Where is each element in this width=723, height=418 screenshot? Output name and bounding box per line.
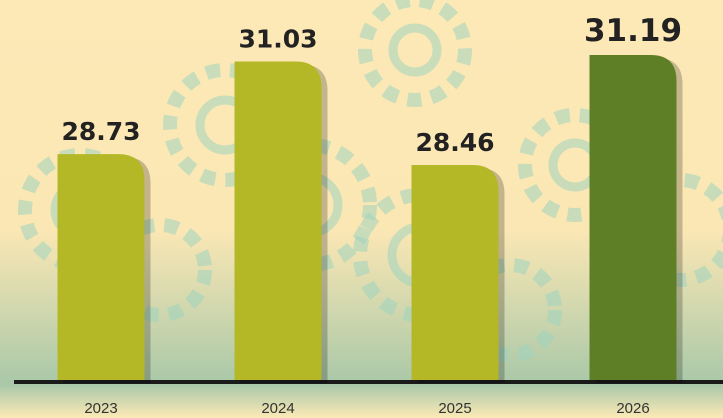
x-tick-label: 2023 xyxy=(84,400,117,417)
value-label: 31.03 xyxy=(238,24,317,53)
value-label: 31.19 xyxy=(584,13,682,49)
x-tick-label: 2024 xyxy=(261,400,294,417)
chart: 28.73 2023 31.03 2024 28.46 2025 31.19 2026 xyxy=(0,0,723,418)
value-label: 28.46 xyxy=(415,128,494,157)
bar xyxy=(590,55,677,380)
page: 28.73202331.03202428.46202531.192026 (()… xyxy=(0,0,723,418)
bar xyxy=(235,61,322,380)
bar xyxy=(58,154,145,380)
x-tick-label: 2026 xyxy=(616,400,649,417)
value-label: 28.73 xyxy=(61,117,140,146)
x-tick-label: 2025 xyxy=(438,400,471,417)
bar xyxy=(412,165,499,380)
